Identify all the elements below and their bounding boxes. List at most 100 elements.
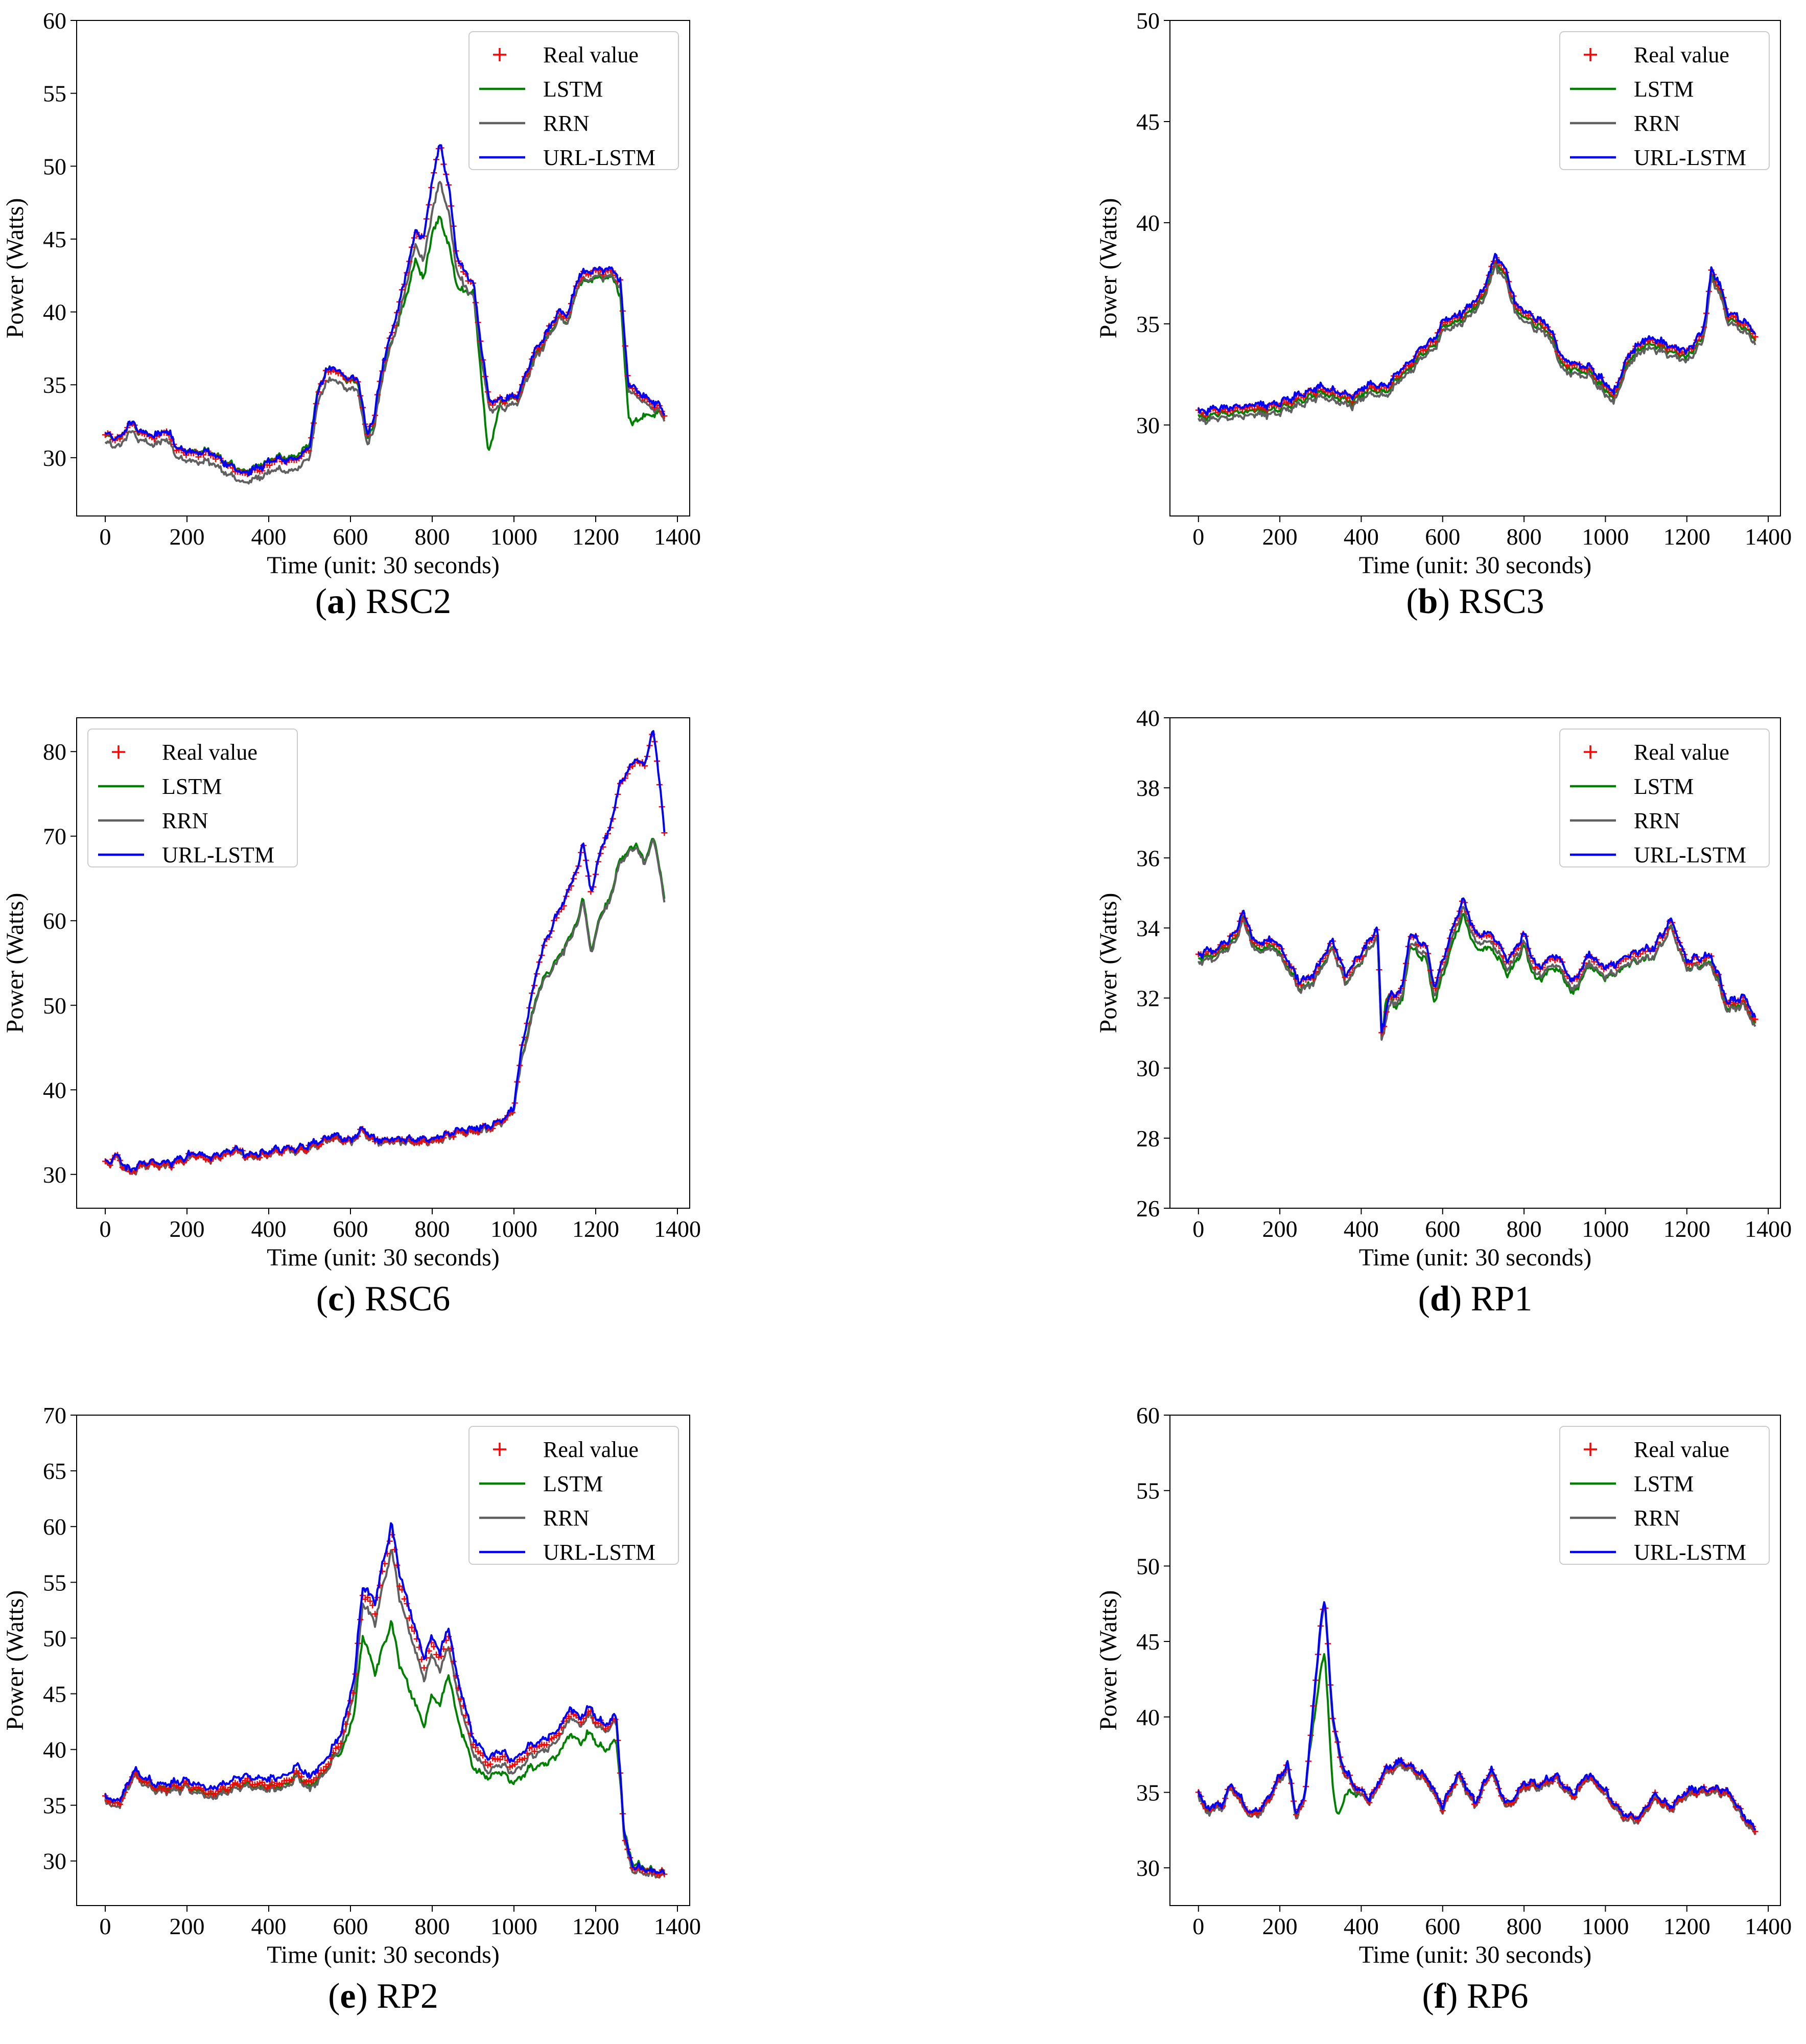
series-group-e (102, 1522, 668, 1879)
y-tick-label: 30 (1136, 1055, 1160, 1082)
y-tick-label: 40 (43, 299, 66, 325)
legend-entry-label: LSTM (1634, 1471, 1694, 1496)
y-axis-label: Power (Watts) (2, 893, 29, 1033)
real-value-marker (521, 1755, 528, 1761)
legend: Real value LSTM RRN URL-LSTM (87, 729, 298, 867)
caption-letter: c (328, 1279, 344, 1319)
y-tick-label: 36 (1136, 845, 1160, 871)
x-tick-label: 400 (251, 524, 287, 550)
x-tick-label: 800 (1507, 524, 1542, 550)
y-tick-label: 40 (43, 1737, 66, 1763)
real-value-marker (1752, 1016, 1758, 1023)
x-tick-label: 200 (170, 1216, 205, 1242)
y-tick-label: 30 (43, 1162, 66, 1188)
y-tick-label: 35 (43, 1793, 66, 1819)
x-axis-label: Time (unit: 30 seconds) (267, 1244, 500, 1271)
y-axis-label: Power (Watts) (2, 1590, 29, 1731)
y-tick-label: 50 (1136, 1553, 1160, 1579)
series-markers-real-value (1195, 254, 1758, 419)
legend-entry-label: RRN (162, 808, 208, 833)
legend-entry-label: URL-LSTM (543, 145, 655, 170)
y-tick-label: 40 (43, 1077, 66, 1103)
x-tick-label: 0 (100, 1913, 111, 1939)
caption-letter: d (1430, 1279, 1450, 1319)
legend: Real value LSTM RRN URL-LSTM (1559, 31, 1770, 170)
y-tick-label: 60 (43, 1514, 66, 1540)
x-tick-label: 0 (1192, 524, 1204, 550)
x-tick-label: 600 (1425, 1216, 1460, 1242)
series-group-a (102, 144, 668, 485)
caption-paren: ) (344, 1279, 365, 1319)
real-value-marker (335, 1744, 341, 1750)
x-axis-label: Time (unit: 30 seconds) (267, 1941, 500, 1968)
y-tick-label: 35 (1136, 1779, 1160, 1805)
x-tick-label: 1000 (1582, 524, 1629, 550)
series-line-lstm (104, 838, 666, 1175)
real-value-marker (566, 1713, 572, 1720)
legend-entry-label: URL-LSTM (1634, 1540, 1746, 1565)
real-value-marker (487, 1761, 494, 1768)
x-tick-label: 1000 (490, 1913, 537, 1939)
real-value-marker (288, 1776, 295, 1783)
series-line-url-lstm (104, 730, 666, 1173)
series-group-f (1195, 1601, 1758, 1836)
caption-paren: ) (1438, 582, 1459, 621)
real-value-marker (438, 1653, 444, 1660)
subfigure-caption: (c) RSC6 (316, 1279, 451, 1319)
x-tick-label: 1200 (1663, 1913, 1710, 1939)
x-tick-label: 800 (1507, 1216, 1542, 1242)
y-tick-label: 80 (43, 739, 66, 765)
y-tick-label: 35 (43, 372, 66, 398)
real-value-marker (472, 1744, 479, 1751)
axes-frame (1169, 1415, 1781, 1906)
real-value-marker (320, 1767, 327, 1774)
series-line-rrn (104, 181, 666, 485)
series-group-b (1195, 253, 1758, 426)
x-tick-label: 1400 (654, 1913, 701, 1939)
caption-name: RSC6 (365, 1279, 450, 1319)
series-group-c (102, 730, 668, 1176)
y-tick-label: 40 (1136, 1704, 1160, 1730)
series-line-url-lstm (105, 144, 666, 477)
real-value-marker (421, 1664, 427, 1671)
caption-letter: b (1418, 582, 1438, 621)
y-axis-label: Power (Watts) (2, 198, 29, 339)
legend-entry-label: Real value (1634, 42, 1729, 67)
legend-entry-label: RRN (1634, 1506, 1680, 1531)
legend-entry-label: RRN (543, 1506, 589, 1531)
axes-frame (1169, 20, 1781, 516)
legend-entry-label: RRN (1634, 808, 1680, 833)
legend-entry-label: LSTM (543, 77, 603, 102)
x-tick-label: 1000 (1582, 1216, 1629, 1242)
legend-entry-label: RRN (1634, 111, 1680, 136)
y-tick-label: 50 (1136, 8, 1160, 34)
x-tick-label: 1400 (1745, 524, 1792, 550)
real-value-marker (470, 1741, 476, 1748)
series-line-url-lstm (1197, 1601, 1756, 1830)
real-value-marker (531, 1748, 537, 1754)
chart-panel-f: 0 200 400 600 800 1000 1200 1400 30 35 40 45 50 55 60 T… (1095, 1402, 1792, 2016)
series-line-lstm (1197, 260, 1756, 421)
x-tick-label: 200 (170, 1913, 205, 1939)
x-tick-label: 0 (100, 1216, 111, 1242)
real-value-marker (178, 1784, 184, 1791)
x-tick-label: 1400 (654, 1216, 701, 1242)
x-tick-label: 1000 (1582, 1913, 1629, 1939)
legend-real-value-marker (1584, 48, 1597, 61)
y-tick-label: 28 (1136, 1125, 1160, 1152)
real-value-marker (482, 1758, 488, 1765)
real-value-marker (325, 1761, 332, 1768)
chart-panel-a: 0 200 400 600 800 1000 1200 1400 30 35 40 45 50 55 60 T… (2, 8, 701, 621)
x-tick-label: 200 (1262, 524, 1298, 550)
series-line-url-lstm (104, 1522, 666, 1875)
x-axis-label: Time (unit: 30 seconds) (1359, 552, 1592, 579)
y-axis-label: Power (Watts) (1095, 198, 1122, 339)
legend-box (1559, 729, 1770, 867)
legend-box (1559, 1426, 1770, 1565)
real-value-marker (372, 1611, 378, 1617)
caption-paren: ) (356, 1977, 377, 2016)
x-tick-label: 0 (100, 524, 111, 550)
legend-entry-label: URL-LSTM (1634, 145, 1746, 170)
caption-name: RP1 (1471, 1279, 1533, 1319)
series-markers-real-value (1195, 898, 1758, 1036)
